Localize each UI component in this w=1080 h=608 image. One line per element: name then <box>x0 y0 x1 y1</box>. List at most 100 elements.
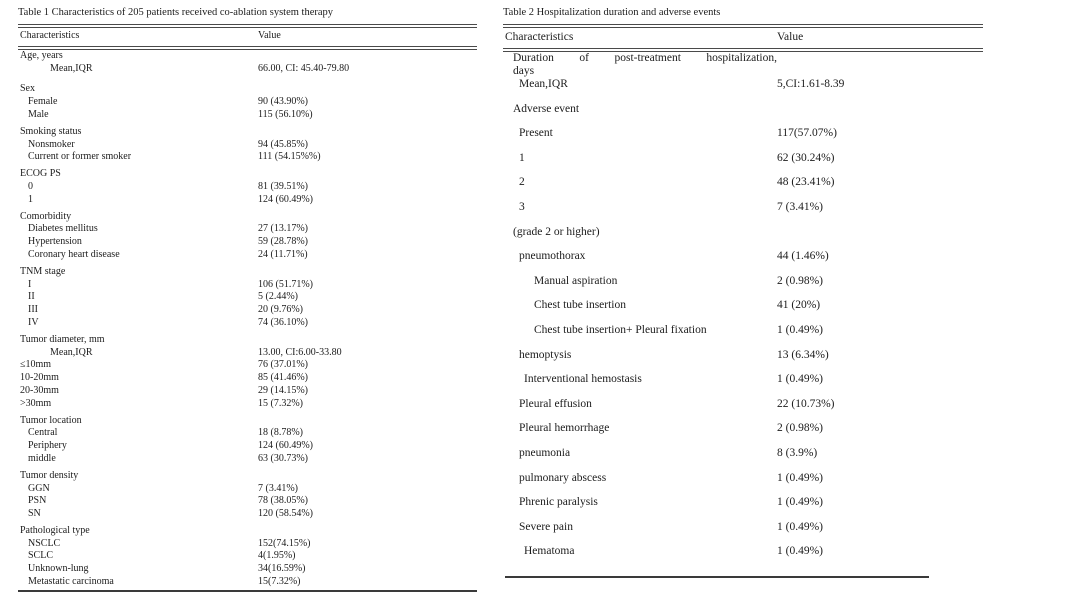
table-row: 1 124 (60.49%) <box>18 194 477 207</box>
row-value: 124 (60.49%) <box>258 440 313 452</box>
row-value: 117(57.07%) <box>777 127 837 140</box>
table-1-body: Age, years Mean,IQR 66.00, CI: 45.40-79.80… <box>18 50 477 589</box>
row-value: 74 (36.10%) <box>258 316 308 328</box>
table-row: Manual aspiration 2 (0.98%) <box>503 275 983 288</box>
row-label: pneumonia <box>519 446 571 459</box>
table-1-col-value: Value <box>258 30 281 41</box>
row-label: pneumothorax <box>519 250 586 263</box>
row-label: Pathological type <box>20 524 90 536</box>
table-row: II 5 (2.44%) <box>18 291 477 304</box>
row-label: Hypertension <box>28 236 82 248</box>
table-row: Periphery 124 (60.49%) <box>18 440 477 453</box>
row-value: 27 (13.17%) <box>258 223 308 235</box>
row-value: 1 (0.49%) <box>777 496 823 509</box>
row-label: Coronary heart disease <box>28 248 120 260</box>
row-label: Metastatic carcinoma <box>28 576 114 588</box>
row-value: 5,CI:1.61-8.39 <box>777 78 845 90</box>
row-value: 24 (11.71%) <box>258 248 308 260</box>
row-label: Tumor density <box>20 469 79 481</box>
row-label: Male <box>28 108 49 120</box>
table-row: Hematoma 1 (0.49%) <box>503 545 983 558</box>
table-row: Pathological type <box>18 525 477 538</box>
row-label: II <box>28 291 35 303</box>
table-row: hemoptysis 13 (6.34%) <box>503 349 983 362</box>
row-value: 1 (0.49%) <box>777 373 823 386</box>
table-row: Tumor diameter, mm <box>18 334 477 347</box>
row-label: Hematoma <box>524 545 575 558</box>
table-row: 20-30mm 29 (14.15%) <box>18 385 477 398</box>
table-2-body: Duration of post-treatment hospitalizati… <box>503 52 983 558</box>
row-label: 3 <box>519 200 525 213</box>
row-label: Severe pain <box>519 520 573 533</box>
table-2-title: Table 2 Hospitalization duration and adv… <box>503 7 721 18</box>
row-value: 120 (58.54%) <box>258 508 313 520</box>
table-row: 3 7 (3.41%) <box>503 201 983 214</box>
row-label: Chest tube insertion <box>534 299 626 312</box>
table-row: Chest tube insertion 41 (20%) <box>503 299 983 312</box>
row-value: 85 (41.46%) <box>258 372 308 384</box>
row-label: Nonsmoker <box>28 138 75 150</box>
row-label: PSN <box>28 495 47 507</box>
row-value: 44 (1.46%) <box>777 250 829 263</box>
row-label: middle <box>28 452 56 464</box>
row-value: 34(16.59%) <box>258 563 306 575</box>
row-value: 78 (38.05%) <box>258 495 308 507</box>
row-label: NSCLC <box>28 537 61 549</box>
table-row: Duration of post-treatment hospitalizati… <box>503 52 983 78</box>
row-label: hemoptysis <box>519 348 572 361</box>
table-row: Unknown-lung 34(16.59%) <box>18 563 477 576</box>
table-row: Mean,IQR 13.00, CI:6.00-33.80 <box>18 347 477 360</box>
table-row: Sex <box>18 83 477 96</box>
row-value: 81 (39.51%) <box>258 180 308 192</box>
table-row: Nonsmoker 94 (45.85%) <box>18 139 477 152</box>
row-value: 7 (3.41%) <box>258 482 298 494</box>
table-row: I 106 (51.71%) <box>18 279 477 292</box>
table-row: Smoking status <box>18 126 477 139</box>
row-label: SCLC <box>28 550 54 562</box>
table-row: Present 117(57.07%) <box>503 127 983 140</box>
row-value: 22 (10.73%) <box>777 397 835 410</box>
row-value: 48 (23.41%) <box>777 176 835 189</box>
table-row: Central 18 (8.78%) <box>18 427 477 440</box>
row-value: 8 (3.9%) <box>777 446 818 459</box>
row-label: Pleural hemorrhage <box>519 422 610 435</box>
table-row: Pleural effusion 22 (10.73%) <box>503 398 983 411</box>
table-row: Phrenic paralysis 1 (0.49%) <box>503 496 983 509</box>
table-row: pneumonia 8 (3.9%) <box>503 447 983 460</box>
row-value: 18 (8.78%) <box>258 427 303 439</box>
row-value: 5 (2.44%) <box>258 291 298 303</box>
row-label: >30mm <box>20 397 52 409</box>
row-value: 7 (3.41%) <box>777 200 823 213</box>
row-label: Present <box>519 127 553 140</box>
table-row: SCLC 4(1.95%) <box>18 550 477 563</box>
row-label: Mean,IQR <box>50 346 93 358</box>
table-1-top-rule <box>18 24 477 28</box>
table-row: Tumor location <box>18 415 477 428</box>
row-label: ≤10mm <box>20 359 52 371</box>
table-row: NSCLC 152(74.15%) <box>18 538 477 551</box>
table-row: Adverse event <box>503 103 983 116</box>
row-label: I <box>28 278 32 290</box>
row-value: 111 (54.15%%) <box>258 151 321 163</box>
table-row: TNM stage <box>18 266 477 279</box>
row-value: 63 (30.73%) <box>258 452 308 464</box>
row-value: 41 (20%) <box>777 299 821 312</box>
table-1-title: Table 1 Characteristics of 205 patients … <box>18 7 334 18</box>
row-value: 62 (30.24%) <box>777 151 835 164</box>
row-value: 13 (6.34%) <box>777 348 829 361</box>
row-label: TNM stage <box>20 265 66 277</box>
row-label: 10-20mm <box>20 372 59 384</box>
row-label: Duration of post-treatment hospitalizati… <box>513 52 777 77</box>
table-2: Table 2 Hospitalization duration and adv… <box>503 6 983 579</box>
row-value: 1 (0.49%) <box>777 471 823 484</box>
table-1: Table 1 Characteristics of 205 patients … <box>18 6 477 592</box>
row-value: 90 (43.90%) <box>258 96 308 108</box>
table-row: Comorbidity <box>18 211 477 224</box>
table-row: (grade 2 or higher) <box>503 226 983 239</box>
row-label: pulmonary abscess <box>519 471 607 484</box>
row-label: (grade 2 or higher) <box>513 225 600 238</box>
row-value: 124 (60.49%) <box>258 193 313 205</box>
table-row: GGN 7 (3.41%) <box>18 483 477 496</box>
table-2-top-rule <box>503 24 983 28</box>
row-value: 15(7.32%) <box>258 576 301 588</box>
